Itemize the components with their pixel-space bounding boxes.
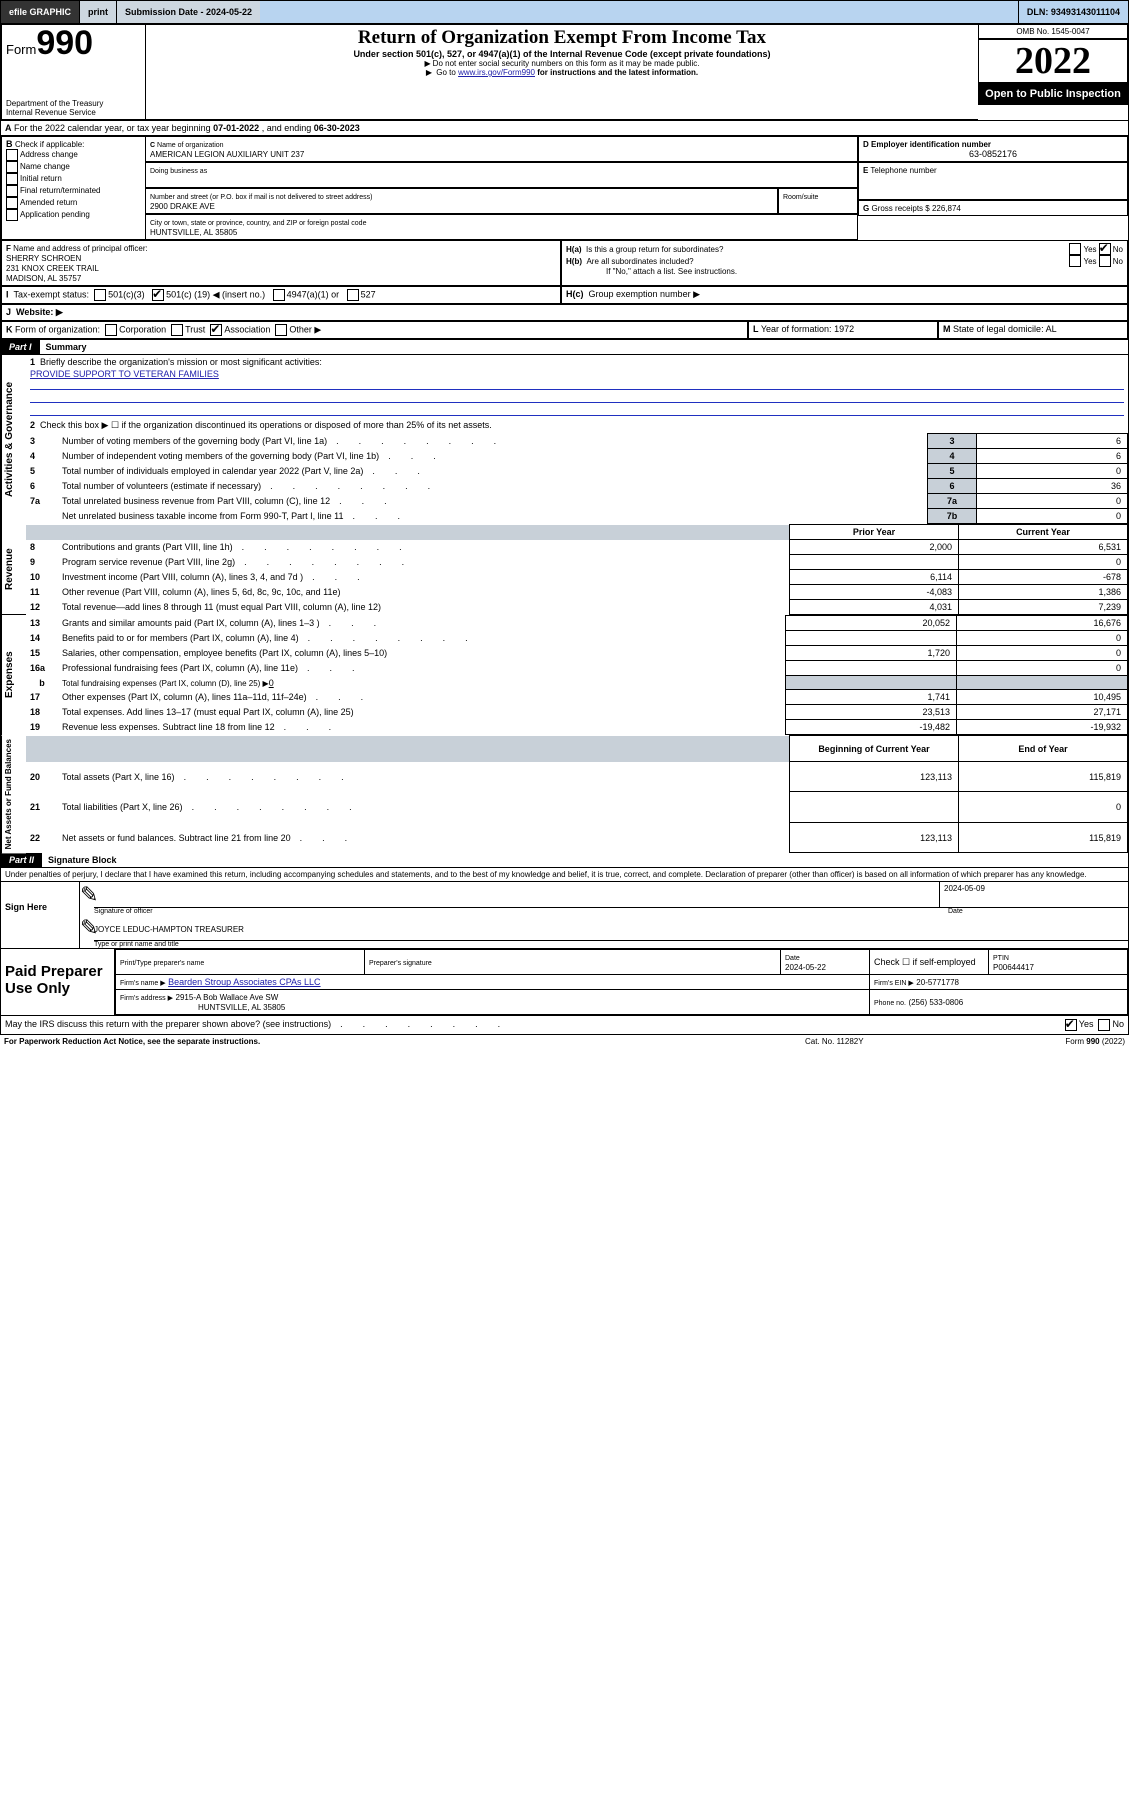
part-ii-tab: Part II bbox=[1, 853, 42, 867]
line-j: J Website: ▶ bbox=[1, 304, 1128, 321]
org-name: AMERICAN LEGION AUXILIARY UNIT 237 bbox=[150, 150, 304, 159]
cb-name-change[interactable] bbox=[6, 161, 18, 173]
line-k: K Form of organization: Corporation Trus… bbox=[1, 321, 748, 339]
officer-name: SHERRY SCHROEN bbox=[6, 254, 81, 263]
cb-discuss-yes[interactable] bbox=[1065, 1019, 1077, 1031]
ein-value: 63-0852176 bbox=[863, 149, 1123, 159]
omb-number: OMB No. 1545-0047 bbox=[978, 24, 1128, 39]
line-i: I Tax-exempt status: 501(c)(3) 501(c) (1… bbox=[1, 286, 561, 304]
part-i-title: Summary bbox=[40, 340, 93, 354]
sign-here-label: Sign Here bbox=[1, 882, 80, 948]
street-address: 2900 DRAKE AVE bbox=[150, 202, 215, 211]
efile-button[interactable]: efile GRAPHIC bbox=[1, 1, 79, 23]
cb-527[interactable] bbox=[347, 289, 359, 301]
cb-assoc[interactable] bbox=[210, 324, 222, 336]
city-state-zip: HUNTSVILLE, AL 35805 bbox=[150, 228, 237, 237]
submission-date-button[interactable]: Submission Date - 2024-05-22 bbox=[116, 1, 260, 23]
side-netassets: Net Assets or Fund Balances bbox=[1, 735, 26, 853]
firm-phone: (256) 533-0806 bbox=[908, 998, 963, 1007]
pen-icon: ✎ bbox=[80, 882, 94, 908]
footer-form: Form 990 (2022) bbox=[1005, 1037, 1125, 1046]
form-subtitle: Under section 501(c), 527, or 4947(a)(1)… bbox=[150, 49, 974, 59]
tax-year: 2022 bbox=[978, 39, 1128, 83]
cb-address-change[interactable] bbox=[6, 149, 18, 161]
cb-ha-yes[interactable] bbox=[1069, 243, 1081, 255]
line-m: M State of legal domicile: AL bbox=[938, 321, 1128, 339]
ptin-value: P00644417 bbox=[993, 963, 1034, 972]
cb-hb-no[interactable] bbox=[1099, 255, 1111, 267]
part-i-tab: Part I bbox=[1, 340, 40, 354]
footer-cat: Cat. No. 11282Y bbox=[805, 1037, 1005, 1046]
part-ii-title: Signature Block bbox=[42, 853, 123, 867]
print-button[interactable]: print bbox=[79, 1, 116, 23]
paid-preparer-label: Paid Preparer Use Only bbox=[1, 949, 115, 1015]
side-revenue: Revenue bbox=[1, 524, 26, 615]
cb-discuss-no[interactable] bbox=[1098, 1019, 1110, 1031]
ssn-warning: Do not enter social security numbers on … bbox=[150, 59, 974, 68]
side-activities: Activities & Governance bbox=[1, 355, 26, 524]
box-b-label: B Check if applicable: bbox=[6, 139, 141, 149]
cb-initial-return[interactable] bbox=[6, 173, 18, 185]
cb-501c3[interactable] bbox=[94, 289, 106, 301]
header-row: Form990 Department of the Treasury Inter… bbox=[1, 24, 1128, 120]
cb-4947[interactable] bbox=[273, 289, 285, 301]
sig-date: 2024-05-09 bbox=[944, 884, 985, 893]
top-bar: efile GRAPHIC print Submission Date - 20… bbox=[0, 0, 1129, 24]
firm-name-link[interactable]: Bearden Stroup Associates CPAs LLC bbox=[168, 977, 320, 987]
cb-corp[interactable] bbox=[105, 324, 117, 336]
cb-hb-yes[interactable] bbox=[1069, 255, 1081, 267]
dln-label: DLN: 93493143011104 bbox=[1018, 1, 1128, 23]
cb-amended-return[interactable] bbox=[6, 197, 18, 209]
footer-left: For Paperwork Reduction Act Notice, see … bbox=[4, 1037, 805, 1046]
mission-text[interactable]: PROVIDE SUPPORT TO VETERAN FAMILIES bbox=[30, 369, 219, 379]
cb-application-pending[interactable] bbox=[6, 209, 18, 221]
gross-receipts: 226,874 bbox=[932, 204, 961, 213]
irs-link[interactable]: www.irs.gov/Form990 bbox=[458, 68, 535, 77]
line-l: L Year of formation: 1972 bbox=[748, 321, 938, 339]
form-container: Form990 Department of the Treasury Inter… bbox=[0, 24, 1129, 1035]
cb-trust[interactable] bbox=[171, 324, 183, 336]
officer-signature: JOYCE LEDUC-HAMPTON TREASURER bbox=[94, 915, 1128, 941]
pen-icon: ✎ bbox=[80, 915, 94, 941]
open-to-public: Open to Public Inspection bbox=[978, 83, 1128, 105]
side-expenses: Expenses bbox=[1, 615, 26, 735]
cb-501c[interactable] bbox=[152, 289, 164, 301]
cb-ha-no[interactable] bbox=[1099, 243, 1111, 255]
val-3: 6 bbox=[977, 434, 1128, 449]
cb-other[interactable] bbox=[275, 324, 287, 336]
line-a: A For the 2022 calendar year, or tax yea… bbox=[1, 120, 1128, 136]
dept-treasury: Department of the Treasury bbox=[6, 99, 141, 108]
line-hc: H(c) Group exemption number ▶ bbox=[561, 286, 1128, 304]
cb-final-return[interactable] bbox=[6, 185, 18, 197]
form-title: Return of Organization Exempt From Incom… bbox=[150, 27, 974, 49]
irs-label: Internal Revenue Service bbox=[6, 108, 141, 117]
discuss-question: May the IRS discuss this return with the… bbox=[5, 1019, 1065, 1031]
perjury-statement: Under penalties of perjury, I declare th… bbox=[1, 868, 1128, 881]
form-label: Form990 bbox=[6, 27, 141, 59]
goto-link: Go to www.irs.gov/Form990 for instructio… bbox=[150, 68, 974, 77]
